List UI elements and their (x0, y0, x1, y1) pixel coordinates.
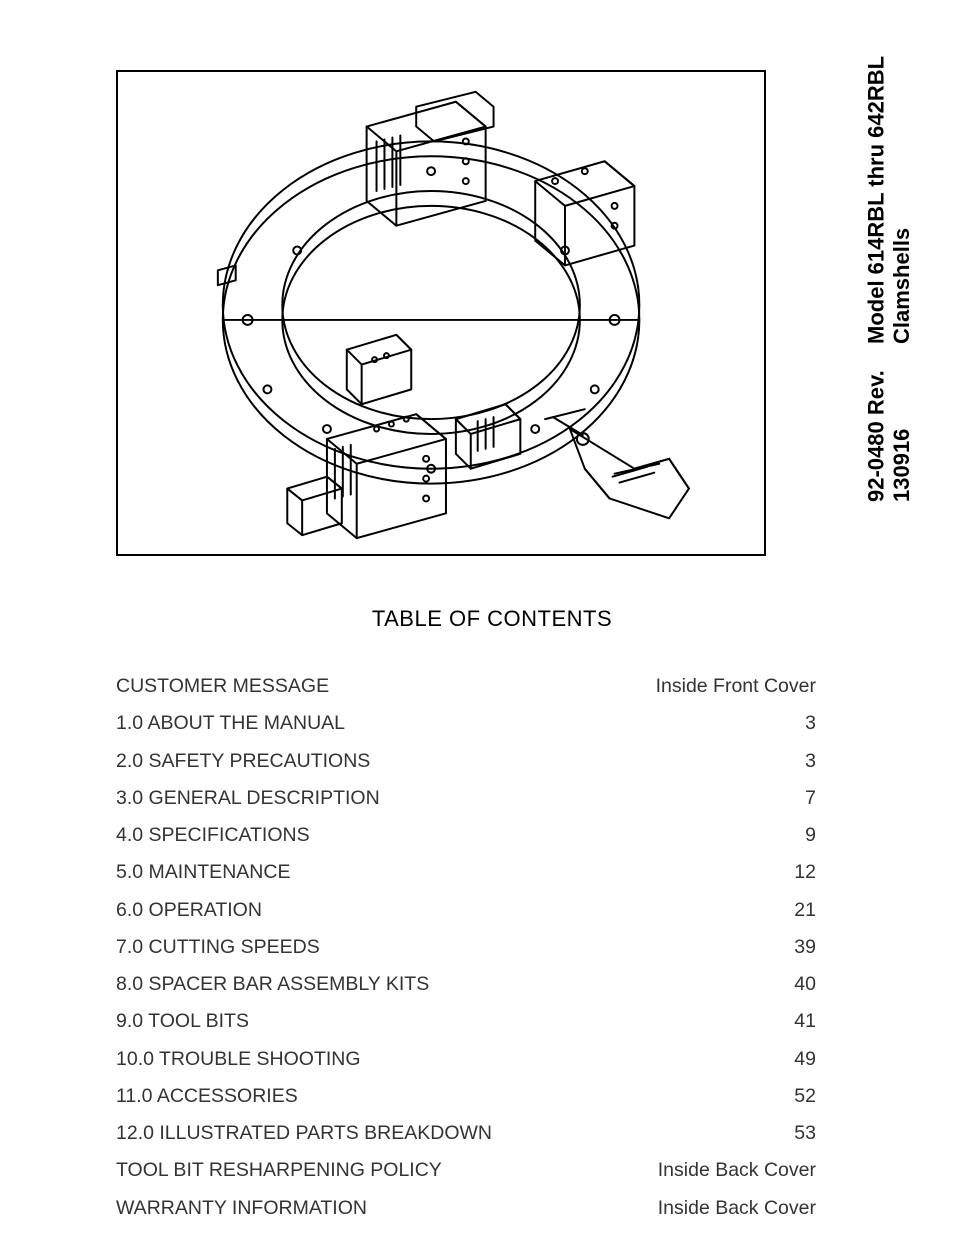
toc-label: 6.0 OPERATION (116, 896, 262, 925)
toc-row: 5.0 MAINTENANCE 12 (116, 858, 816, 887)
toc-title: TABLE OF CONTENTS (110, 606, 874, 632)
toc-row: 8.0 SPACER BAR ASSEMBLY KITS 40 (116, 970, 816, 999)
toc-label: CUSTOMER MESSAGE (116, 672, 329, 701)
page: 92-0480 Rev. 130916 Model 614RBL thru 64… (0, 0, 954, 1235)
toc-page: 52 (636, 1082, 816, 1111)
table-of-contents: CUSTOMER MESSAGE Inside Front Cover 1.0 A… (116, 672, 816, 1223)
toc-label: 9.0 TOOL BITS (116, 1007, 249, 1036)
toc-label: 5.0 MAINTENANCE (116, 858, 290, 887)
side-line-1: 92-0480 Rev. 130916 (864, 346, 915, 502)
toc-page: 12 (636, 858, 816, 887)
toc-row: 11.0 ACCESSORIES 52 (116, 1082, 816, 1111)
toc-row: 12.0 ILLUSTRATED PARTS BREAKDOWN 53 (116, 1119, 816, 1148)
toc-page: 40 (636, 970, 816, 999)
toc-label: 3.0 GENERAL DESCRIPTION (116, 784, 380, 813)
side-document-id: 92-0480 Rev. 130916 Model 614RBL thru 64… (864, 42, 914, 502)
toc-page: 9 (636, 821, 816, 850)
toc-row: 4.0 SPECIFICATIONS 9 (116, 821, 816, 850)
toc-page: Inside Back Cover (636, 1156, 816, 1185)
toc-row: WARRANTY INFORMATION Inside Back Cover (116, 1194, 816, 1223)
toc-label: WARRANTY INFORMATION (116, 1194, 367, 1223)
toc-row: 1.0 ABOUT THE MANUAL 3 (116, 709, 816, 738)
toc-row: 2.0 SAFETY PRECAUTIONS 3 (116, 747, 816, 776)
toc-label: 4.0 SPECIFICATIONS (116, 821, 310, 850)
side-line-2: Model 614RBL thru 642RBL Clamshells (864, 42, 915, 344)
toc-label: 10.0 TROUBLE SHOOTING (116, 1045, 361, 1074)
toc-page: 7 (636, 784, 816, 813)
toc-row: CUSTOMER MESSAGE Inside Front Cover (116, 672, 816, 701)
toc-row: 9.0 TOOL BITS 41 (116, 1007, 816, 1036)
toc-page: 39 (636, 933, 816, 962)
toc-page: 3 (636, 709, 816, 738)
toc-label: 8.0 SPACER BAR ASSEMBLY KITS (116, 970, 429, 999)
toc-label: TOOL BIT RESHARPENING POLICY (116, 1156, 442, 1185)
product-illustration (116, 70, 766, 556)
toc-label: 7.0 CUTTING SPEEDS (116, 933, 320, 962)
toc-label: 12.0 ILLUSTRATED PARTS BREAKDOWN (116, 1119, 492, 1148)
toc-row: 7.0 CUTTING SPEEDS 39 (116, 933, 816, 962)
toc-row: 3.0 GENERAL DESCRIPTION 7 (116, 784, 816, 813)
toc-page: 49 (636, 1045, 816, 1074)
toc-page: Inside Front Cover (636, 672, 816, 701)
toc-row: 10.0 TROUBLE SHOOTING 49 (116, 1045, 816, 1074)
toc-label: 1.0 ABOUT THE MANUAL (116, 709, 345, 738)
toc-page: 21 (636, 896, 816, 925)
toc-label: 11.0 ACCESSORIES (116, 1082, 298, 1111)
toc-row: 6.0 OPERATION 21 (116, 896, 816, 925)
clamshell-icon (118, 72, 764, 554)
toc-page: 53 (636, 1119, 816, 1148)
toc-row: TOOL BIT RESHARPENING POLICY Inside Back … (116, 1156, 816, 1185)
toc-label: 2.0 SAFETY PRECAUTIONS (116, 747, 370, 776)
toc-page: 3 (636, 747, 816, 776)
toc-page: Inside Back Cover (636, 1194, 816, 1223)
toc-page: 41 (636, 1007, 816, 1036)
